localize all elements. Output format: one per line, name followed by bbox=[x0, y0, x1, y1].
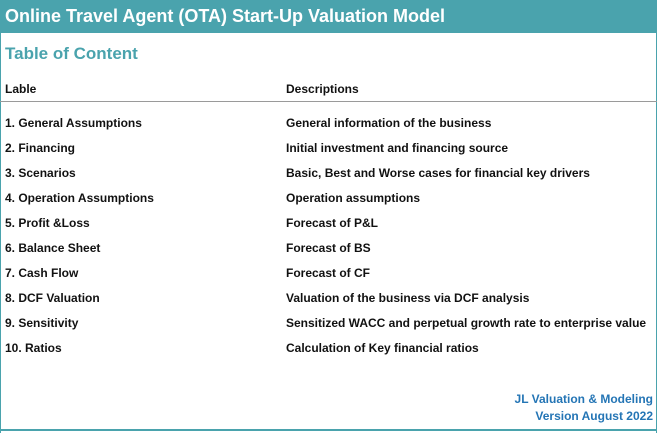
toc-row-label[interactable]: 6. Balance Sheet bbox=[5, 241, 101, 255]
toc-row[interactable]: 9. Sensitivity Sensitized WACC and perpet… bbox=[0, 316, 657, 341]
toc-row[interactable]: 4. Operation Assumptions Operation assump… bbox=[0, 191, 657, 216]
column-header-description: Descriptions bbox=[286, 82, 359, 96]
toc-row-label[interactable]: 1. General Assumptions bbox=[5, 116, 142, 130]
toc-row[interactable]: 6. Balance Sheet Forecast of BS bbox=[0, 241, 657, 266]
toc-row-label[interactable]: 10. Ratios bbox=[5, 341, 62, 355]
column-header-label: Lable bbox=[5, 82, 37, 96]
toc-row[interactable]: 2. Financing Initial investment and finan… bbox=[0, 141, 657, 166]
toc-row-description: Basic, Best and Worse cases for financia… bbox=[286, 166, 590, 180]
toc-row[interactable]: 8. DCF Valuation Valuation of the busines… bbox=[0, 291, 657, 316]
toc-row[interactable]: 3. Scenarios Basic, Best and Worse cases … bbox=[0, 166, 657, 191]
toc-row-description: Initial investment and financing source bbox=[286, 141, 509, 155]
toc-row-label[interactable]: 8. DCF Valuation bbox=[5, 291, 100, 305]
toc-row[interactable]: 5. Profit &Loss Forecast of P&L bbox=[0, 216, 657, 241]
bottom-divider bbox=[0, 429, 657, 431]
title-banner: Online Travel Agent (OTA) Start-Up Valua… bbox=[0, 0, 657, 33]
toc-row-description: Forecast of P&L bbox=[286, 216, 379, 230]
toc-row-label[interactable]: 5. Profit &Loss bbox=[5, 216, 90, 230]
toc-row-label[interactable]: 7. Cash Flow bbox=[5, 266, 79, 280]
toc-row[interactable]: 1. General Assumptions General informatio… bbox=[0, 116, 657, 141]
header-divider bbox=[0, 101, 657, 102]
toc-row-description: Forecast of CF bbox=[286, 266, 371, 280]
toc-row-description: Operation assumptions bbox=[286, 191, 421, 205]
version-label: Version August 2022 bbox=[535, 409, 653, 423]
toc-row-label[interactable]: 4. Operation Assumptions bbox=[5, 191, 154, 205]
toc-row-label[interactable]: 9. Sensitivity bbox=[5, 316, 79, 330]
toc-row-description: Forecast of BS bbox=[286, 241, 371, 255]
toc-row-label[interactable]: 2. Financing bbox=[5, 141, 76, 155]
section-title: Table of Content bbox=[5, 44, 138, 63]
author-label: JL Valuation & Modeling bbox=[514, 392, 653, 406]
toc-row-description: Sensitized WACC and perpetual growth rat… bbox=[286, 316, 647, 330]
toc-row-label[interactable]: 3. Scenarios bbox=[5, 166, 76, 180]
toc-row-description: General information of the business bbox=[286, 116, 492, 130]
model-title: Online Travel Agent (OTA) Start-Up Valua… bbox=[5, 6, 446, 26]
toc-row[interactable]: 10. Ratios Calculation of Key financial r… bbox=[0, 341, 657, 366]
toc-row[interactable]: 7. Cash Flow Forecast of CF bbox=[0, 266, 657, 291]
toc-row-description: Calculation of Key financial ratios bbox=[286, 341, 479, 355]
toc-row-description: Valuation of the business via DCF analys… bbox=[286, 291, 530, 305]
